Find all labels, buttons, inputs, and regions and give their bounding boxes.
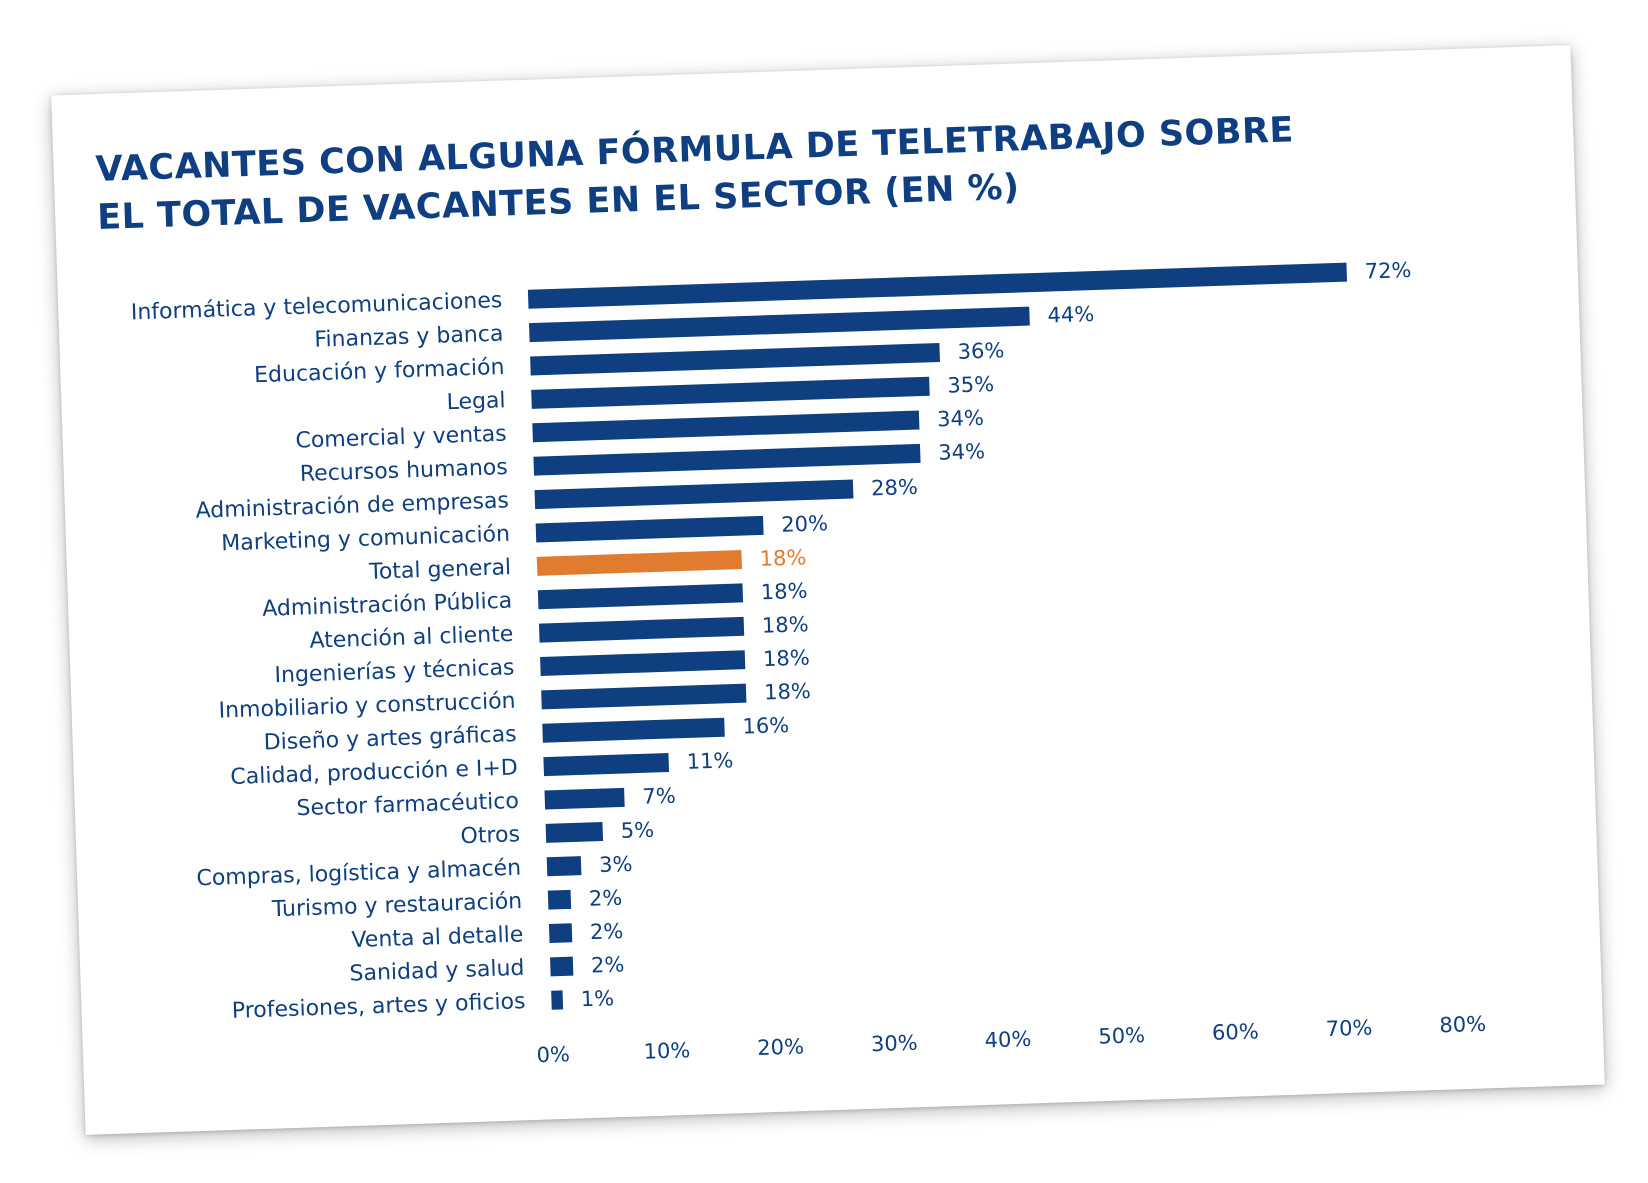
category-label: Compras, logística y almacén xyxy=(196,856,521,892)
category-label: Administración de empresas xyxy=(195,488,509,523)
x-tick-label: 80% xyxy=(1439,1012,1486,1038)
category-label: Finanzas y banca xyxy=(314,322,504,353)
category-label: Atención al cliente xyxy=(309,622,514,654)
category-label: Educación y formación xyxy=(254,355,505,388)
category-label: Administración Pública xyxy=(262,589,513,622)
category-label: Informática y telecomunicaciones xyxy=(131,288,503,325)
x-tick-label: 0% xyxy=(536,1042,570,1067)
category-label: Calidad, producción e I+D xyxy=(230,755,518,790)
value-label: 2% xyxy=(590,919,624,944)
value-label: 2% xyxy=(588,886,622,911)
x-tick-label: 50% xyxy=(1098,1023,1145,1049)
bar xyxy=(535,515,764,543)
value-label: 28% xyxy=(871,475,918,501)
bar xyxy=(545,822,604,843)
value-label: 18% xyxy=(764,679,811,705)
bar xyxy=(540,650,746,676)
category-label: Total general xyxy=(368,555,512,585)
chart-card: VACANTES CON ALGUNA FÓRMULA DE TELETRABA… xyxy=(51,45,1605,1135)
category-label: Recursos humanos xyxy=(299,455,508,487)
bar xyxy=(530,342,941,376)
value-label: 34% xyxy=(938,439,985,465)
x-tick-label: 10% xyxy=(643,1038,690,1064)
bar xyxy=(550,956,574,977)
category-label: Venta al detalle xyxy=(351,922,524,953)
category-label: Ingenierías y técnicas xyxy=(274,655,515,688)
bar xyxy=(544,787,625,810)
bar xyxy=(533,443,921,476)
value-label: 34% xyxy=(937,406,984,432)
value-label: 2% xyxy=(591,952,625,977)
bar xyxy=(528,306,1030,343)
category-label: Sector farmacéutico xyxy=(296,789,519,821)
value-label: 1% xyxy=(580,986,614,1011)
category-label: Comercial y ventas xyxy=(295,422,507,454)
bar xyxy=(537,583,744,610)
bar xyxy=(548,923,573,944)
category-label: Diseño y artes gráficas xyxy=(263,722,517,755)
value-label: 11% xyxy=(686,748,733,774)
category-label: Marketing y comunicación xyxy=(221,522,510,557)
bar-highlight xyxy=(536,550,743,576)
category-label: Turismo y restauración xyxy=(271,889,523,922)
bar xyxy=(534,479,854,510)
value-label: 20% xyxy=(781,511,828,537)
value-label: 16% xyxy=(742,713,789,739)
bar xyxy=(527,262,1348,309)
value-label: 44% xyxy=(1047,302,1094,328)
category-label: Inmobiliario y construcción xyxy=(218,689,516,724)
bar xyxy=(546,856,582,877)
bar xyxy=(532,410,920,443)
x-tick-label: 30% xyxy=(871,1031,918,1057)
bar xyxy=(551,990,564,1010)
x-tick-label: 20% xyxy=(757,1034,804,1060)
value-label: 18% xyxy=(759,545,806,571)
category-label: Profesiones, artes y oficios xyxy=(231,989,525,1024)
value-label: 35% xyxy=(947,372,994,398)
bar-chart: Informática y telecomunicaciones 72% Finan… xyxy=(131,258,1487,1067)
value-label: 5% xyxy=(620,818,654,843)
value-label: 18% xyxy=(760,579,807,605)
x-tick-label: 40% xyxy=(984,1027,1031,1053)
category-label: Legal xyxy=(446,388,506,415)
value-label: 18% xyxy=(761,612,808,638)
value-label: 3% xyxy=(599,852,633,877)
bar xyxy=(541,683,747,710)
value-label: 36% xyxy=(957,338,1004,364)
bar xyxy=(542,717,725,743)
bar xyxy=(547,889,572,910)
x-tick-label: 60% xyxy=(1212,1019,1259,1045)
category-label: Otros xyxy=(460,822,520,849)
value-label: 72% xyxy=(1364,258,1411,284)
bar xyxy=(543,752,670,777)
category-label: Sanidad y salud xyxy=(349,956,525,987)
bar xyxy=(531,376,930,409)
x-tick-label: 70% xyxy=(1325,1016,1372,1042)
bar xyxy=(538,616,745,643)
value-label: 7% xyxy=(642,784,676,809)
value-label: 18% xyxy=(763,646,810,672)
